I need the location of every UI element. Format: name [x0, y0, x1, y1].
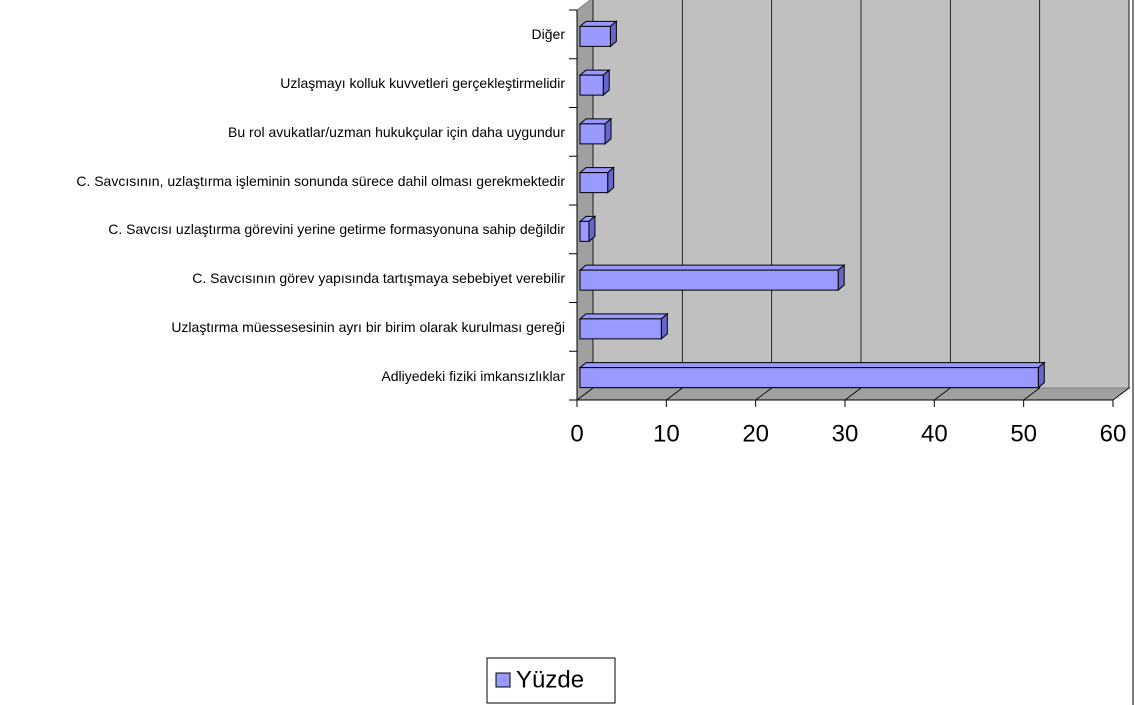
bar-top: [578, 313, 669, 320]
bar-side: [602, 69, 610, 97]
y-tick-label: Uzlaştırma müessesesinin ayrı bir birim …: [171, 318, 565, 335]
bar-side: [837, 264, 845, 292]
side-wall: [576, 0, 594, 401]
y-tick-label: Diğer: [531, 26, 565, 43]
x-tick-label: 20: [742, 420, 769, 447]
bar-side: [1037, 361, 1045, 389]
y-tick-label: Bu rol avukatlar/uzman hukukçular için d…: [228, 123, 565, 140]
bar-side: [588, 215, 596, 243]
bar: [579, 220, 590, 242]
y-tick-label: C. Savcısının, uzlaştırma işleminin sonu…: [76, 172, 565, 189]
y-tick-label: Adliyedeki fiziki imkansızlıklar: [381, 367, 565, 384]
x-tick-label: 10: [653, 420, 680, 447]
bar-side: [604, 117, 612, 145]
bar-side: [609, 20, 617, 48]
legend-box: [486, 657, 616, 704]
legend-label: Yüzde: [516, 666, 584, 693]
bar: [579, 25, 611, 47]
legend-swatch: [495, 672, 511, 688]
x-tick-label: 50: [1010, 420, 1037, 447]
grid-line: [1112, 0, 1130, 401]
x-tick-label: 60: [1100, 420, 1127, 447]
y-tick-label: Uzlaşmayı kolluk kuvvetleri gerçekleştir…: [280, 75, 565, 92]
bar-top: [578, 362, 1046, 369]
bar-side: [660, 312, 668, 340]
bar: [579, 172, 609, 194]
bar-side: [607, 166, 615, 194]
bar-top: [578, 264, 846, 271]
x-tick-label: 40: [921, 420, 948, 447]
bar: [579, 367, 1039, 389]
grid-line: [1023, 0, 1041, 401]
bar: [579, 123, 606, 145]
y-tick-label: C. Savcısının görev yapısında tartışmaya…: [192, 270, 565, 287]
y-tick-label: C. Savcısı uzlaştırma görevini yerine ge…: [108, 221, 565, 238]
bar: [579, 318, 662, 340]
bar: [579, 74, 604, 96]
x-tick-label: 0: [570, 420, 583, 447]
x-tick-label: 30: [832, 420, 859, 447]
bar: [579, 269, 839, 291]
